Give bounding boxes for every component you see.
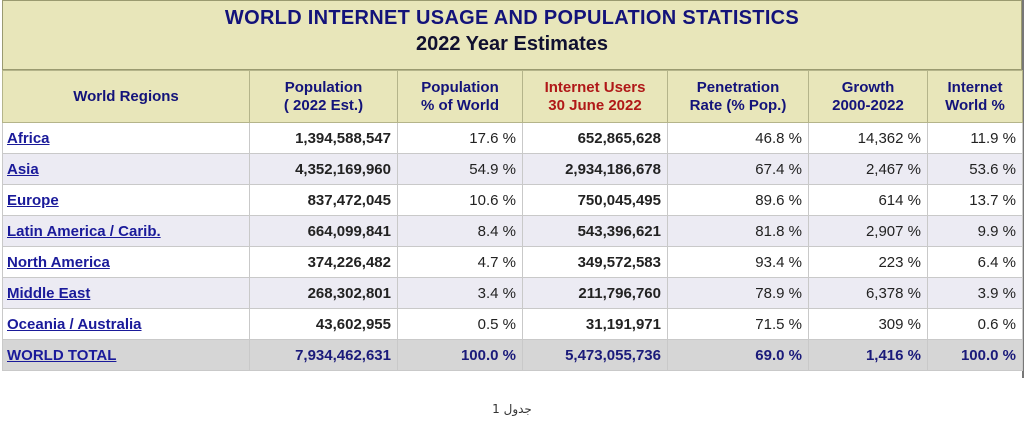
header-internet-world: Internet World % xyxy=(927,70,1023,123)
cell-internet-world: 11.9 % xyxy=(927,122,1023,154)
table-title: WORLD INTERNET USAGE AND POPULATION STAT… xyxy=(2,0,1022,70)
cell-population: 4,352,169,960 xyxy=(249,153,398,185)
cell-pct-world: 17.6 % xyxy=(397,122,523,154)
cell-users: 652,865,628 xyxy=(522,122,668,154)
region-link-oceania[interactable]: Oceania / Australia xyxy=(7,315,142,333)
cell-penetration: 93.4 % xyxy=(667,246,809,278)
total-row: WORLD TOTAL 7,934,462,631 100.0 % 5,473,… xyxy=(2,339,1023,371)
cell-population: 43,602,955 xyxy=(249,308,398,340)
header-row: World Regions Population( 2022 Est.) Pop… xyxy=(2,70,1023,123)
table-row: Oceania / Australia 43,602,955 0.5 % 31,… xyxy=(2,308,1023,340)
cell-growth: 223 % xyxy=(808,246,928,278)
total-pct-world: 100.0 % xyxy=(397,339,523,371)
cell-growth: 309 % xyxy=(808,308,928,340)
header-pct-world: Population% of World xyxy=(397,70,523,123)
cell-growth: 2,467 % xyxy=(808,153,928,185)
table-row: Asia 4,352,169,960 54.9 % 2,934,186,678 … xyxy=(2,153,1023,185)
cell-users: 2,934,186,678 xyxy=(522,153,668,185)
cell-pct-world: 4.7 % xyxy=(397,246,523,278)
cell-population: 1,394,588,547 xyxy=(249,122,398,154)
cell-growth: 14,362 % xyxy=(808,122,928,154)
cell-population: 837,472,045 xyxy=(249,184,398,216)
header-internet-users: Internet Users 30 June 2022 xyxy=(522,70,668,123)
cell-internet-world: 6.4 % xyxy=(927,246,1023,278)
cell-users: 211,796,760 xyxy=(522,277,668,309)
total-growth: 1,416 % xyxy=(808,339,928,371)
region-link-latin-america[interactable]: Latin America / Carib. xyxy=(7,222,161,240)
cell-growth: 6,378 % xyxy=(808,277,928,309)
cell-internet-world: 53.6 % xyxy=(927,153,1023,185)
stats-table-container: WORLD INTERNET USAGE AND POPULATION STAT… xyxy=(2,0,1024,378)
cell-population: 664,099,841 xyxy=(249,215,398,247)
cell-users: 31,191,971 xyxy=(522,308,668,340)
title-line-1: WORLD INTERNET USAGE AND POPULATION STAT… xyxy=(224,7,800,29)
cell-penetration: 71.5 % xyxy=(667,308,809,340)
cell-users: 750,045,495 xyxy=(522,184,668,216)
cell-penetration: 89.6 % xyxy=(667,184,809,216)
region-link-asia[interactable]: Asia xyxy=(7,160,39,178)
cell-population: 374,226,482 xyxy=(249,246,398,278)
cell-users: 543,396,621 xyxy=(522,215,668,247)
table-row: Africa 1,394,588,547 17.6 % 652,865,628 … xyxy=(2,122,1023,154)
cell-pct-world: 8.4 % xyxy=(397,215,523,247)
cell-growth: 2,907 % xyxy=(808,215,928,247)
header-penetration: Penetration Rate (% Pop.) xyxy=(667,70,809,123)
table-row: Latin America / Carib. 664,099,841 8.4 %… xyxy=(2,215,1023,247)
table-row: Europe 837,472,045 10.6 % 750,045,495 89… xyxy=(2,184,1023,216)
total-internet-world: 100.0 % xyxy=(927,339,1023,371)
total-users: 5,473,055,736 xyxy=(522,339,668,371)
cell-pct-world: 3.4 % xyxy=(397,277,523,309)
region-link-middle-east[interactable]: Middle East xyxy=(7,284,91,302)
statistics-table: World Regions Population( 2022 Est.) Pop… xyxy=(2,70,1023,371)
region-link-africa[interactable]: Africa xyxy=(7,129,50,147)
total-penetration: 69.0 % xyxy=(667,339,809,371)
cell-penetration: 46.8 % xyxy=(667,122,809,154)
header-growth: Growth 2000-2022 xyxy=(808,70,928,123)
title-line-2: 2022 Year Estimates xyxy=(415,33,608,55)
cell-internet-world: 13.7 % xyxy=(927,184,1023,216)
cell-pct-world: 10.6 % xyxy=(397,184,523,216)
cell-internet-world: 0.6 % xyxy=(927,308,1023,340)
table-row: North America 374,226,482 4.7 % 349,572,… xyxy=(2,246,1023,278)
cell-growth: 614 % xyxy=(808,184,928,216)
header-world-regions: World Regions xyxy=(2,70,250,123)
header-population: Population( 2022 Est.) xyxy=(249,70,398,123)
table-caption: جدول 1 xyxy=(492,402,532,416)
cell-penetration: 67.4 % xyxy=(667,153,809,185)
cell-pct-world: 0.5 % xyxy=(397,308,523,340)
cell-internet-world: 9.9 % xyxy=(927,215,1023,247)
region-link-europe[interactable]: Europe xyxy=(7,191,59,209)
cell-population: 268,302,801 xyxy=(249,277,398,309)
cell-penetration: 78.9 % xyxy=(667,277,809,309)
region-link-north-america[interactable]: North America xyxy=(7,253,110,271)
cell-pct-world: 54.9 % xyxy=(397,153,523,185)
cell-users: 349,572,583 xyxy=(522,246,668,278)
cell-penetration: 81.8 % xyxy=(667,215,809,247)
table-row: Middle East 268,302,801 3.4 % 211,796,76… xyxy=(2,277,1023,309)
total-population: 7,934,462,631 xyxy=(249,339,398,371)
region-link-world-total[interactable]: WORLD TOTAL xyxy=(7,346,117,364)
cell-internet-world: 3.9 % xyxy=(927,277,1023,309)
